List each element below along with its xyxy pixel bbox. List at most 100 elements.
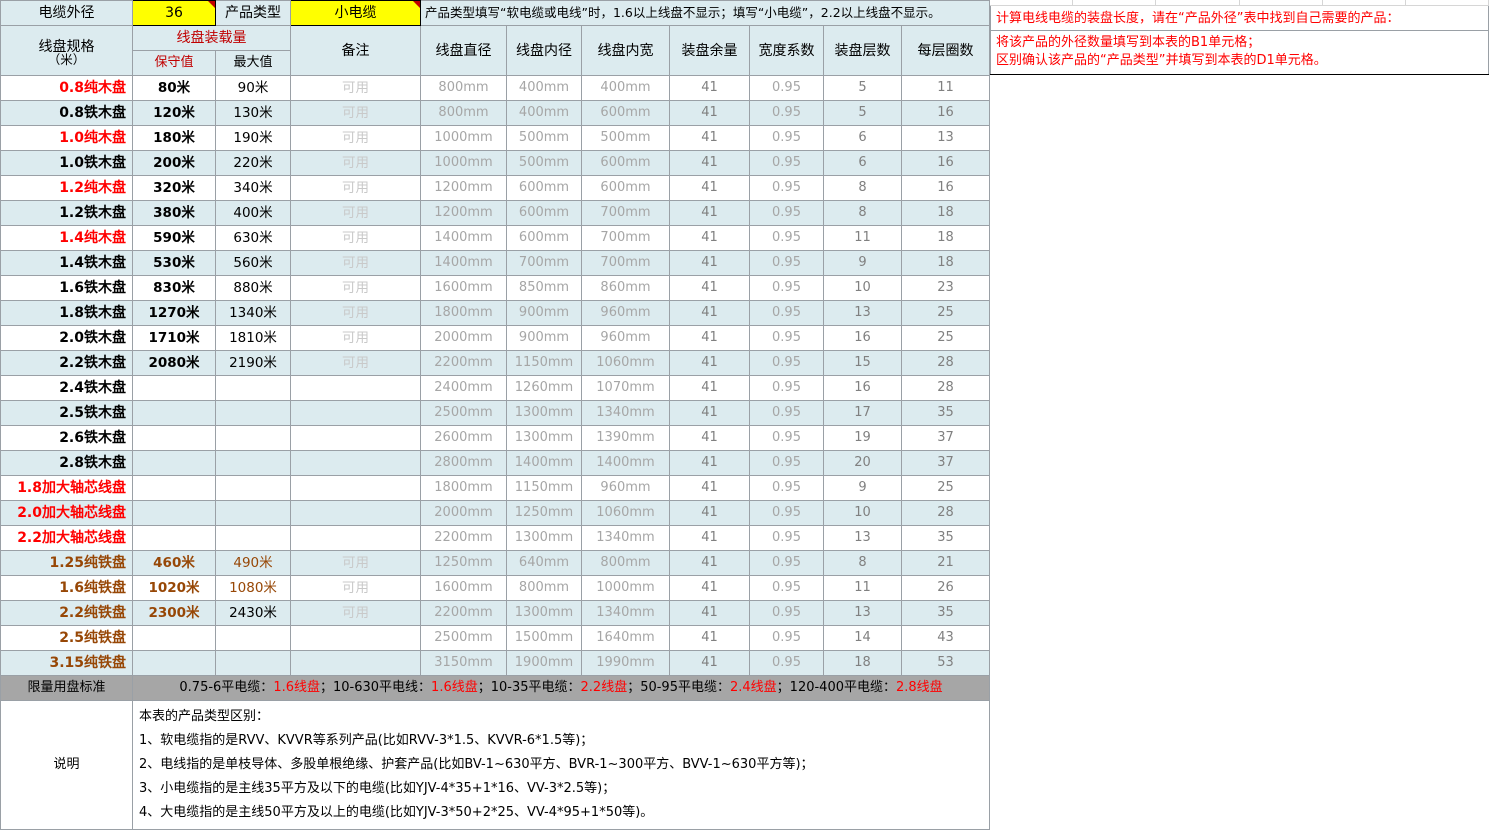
row-spec-label: 1.6铁木盘	[0, 275, 133, 301]
row-reel-inner-width: 600mm	[581, 150, 670, 176]
row-layers: 5	[823, 100, 902, 126]
row-turns: 13	[900, 125, 991, 151]
row-load-max: 2190米	[215, 350, 291, 376]
col-header-width-factor: 宽度系数	[749, 25, 824, 76]
description-line: 3、小电缆指的是主线35平方及以下的电缆(比如YJV-4*35+1*16、VV-…	[139, 781, 616, 796]
row-reel-diameter: 2200mm	[420, 600, 507, 626]
row-remark: 可用	[290, 250, 421, 276]
description-row: 说明 本表的产品类型区别： 1、软电缆指的是RVV、KVVR等系列产品(比如RVV…	[0, 700, 991, 830]
table-row: 2.4铁木盘 2400mm 1260mm 1070mm 41 0.95 16 28	[0, 375, 991, 401]
row-layers: 17	[823, 400, 902, 426]
limit-range-text: ；10-630平电线：	[320, 680, 432, 695]
row-load-conservative: 1270米	[132, 300, 216, 326]
row-reel-diameter: 1800mm	[420, 475, 507, 501]
row-load-max	[215, 375, 291, 401]
row-reel-margin: 41	[669, 550, 750, 576]
table-row: 1.4纯木盘 590米 630米 可用 1400mm 600mm 700mm 41 0.95 11…	[0, 225, 991, 251]
row-reel-inner-diameter: 600mm	[506, 200, 582, 226]
row-width-factor: 0.95	[749, 125, 824, 151]
table-row: 3.15纯铁盘 3150mm 1900mm 1990mm 41 0.95 18 53	[0, 650, 991, 676]
table-row: 1.0铁木盘 200米 220米 可用 1000mm 500mm 600mm 41 0.95 6 1…	[0, 150, 991, 176]
row-load-conservative: 1020米	[132, 575, 216, 601]
row-turns: 25	[900, 325, 991, 351]
col-header-spec: 线盘规格 （米）	[0, 25, 133, 76]
row-load-max: 1340米	[215, 300, 291, 326]
row-reel-inner-width: 1070mm	[581, 375, 670, 401]
row-load-conservative	[132, 650, 216, 676]
row-turns: 35	[900, 525, 991, 551]
row-width-factor: 0.95	[749, 475, 824, 501]
row-layers: 14	[823, 625, 902, 651]
table-row: 0.8铁木盘 120米 130米 可用 800mm 400mm 600mm 41 0.95 5 16	[0, 100, 991, 126]
row-turns: 25	[900, 300, 991, 326]
col-header-spec-title: 线盘规格	[38, 38, 95, 55]
row-load-max	[215, 400, 291, 426]
row-width-factor: 0.95	[749, 550, 824, 576]
row-reel-margin: 41	[669, 525, 750, 551]
row-reel-inner-width: 600mm	[581, 175, 670, 201]
col-header-turns: 每层圈数	[900, 25, 991, 76]
description-line: 4、大电缆指的是主线50平方及以上的电缆(比如YJV-3*50+2*25、VV-…	[139, 805, 654, 820]
row-reel-margin: 41	[669, 375, 750, 401]
limit-range-text: ；50-95平电缆：	[627, 680, 730, 695]
row-layers: 15	[823, 350, 902, 376]
table-row: 1.2铁木盘 380米 400米 可用 1200mm 600mm 700mm 41 0.95 8 1…	[0, 200, 991, 226]
row-reel-diameter: 2600mm	[420, 425, 507, 451]
limit-range-text: ；10-35平电缆：	[477, 680, 581, 695]
row-reel-inner-width: 1060mm	[581, 350, 670, 376]
row-load-max: 1080米	[215, 575, 291, 601]
row-width-factor: 0.95	[749, 500, 824, 526]
row-remark: 可用	[290, 225, 421, 251]
row-remark: 可用	[290, 325, 421, 351]
row-reel-inner-diameter: 900mm	[506, 300, 582, 326]
row-layers: 8	[823, 550, 902, 576]
row-layers: 16	[823, 375, 902, 401]
row-width-factor: 0.95	[749, 325, 824, 351]
row-reel-diameter: 2800mm	[420, 450, 507, 476]
table-row: 1.4铁木盘 530米 560米 可用 1400mm 700mm 700mm 41 0.95 9 1…	[0, 250, 991, 276]
col-header-remark: 备注	[290, 25, 421, 76]
row-reel-margin: 41	[669, 200, 750, 226]
row-remark	[290, 625, 421, 651]
row-reel-margin: 41	[669, 275, 750, 301]
table-row: 2.2纯铁盘 2300米 2430米 可用 2200mm 1300mm 1340mm 41 0.…	[0, 600, 991, 626]
row-reel-diameter: 2500mm	[420, 625, 507, 651]
row-reel-inner-diameter: 600mm	[506, 175, 582, 201]
row-reel-margin: 41	[669, 450, 750, 476]
product-type-input[interactable]: 小电缆	[290, 0, 421, 26]
row-load-max	[215, 650, 291, 676]
row-spec-label: 0.8纯木盘	[0, 75, 133, 101]
row-layers: 11	[823, 575, 902, 601]
row-load-conservative: 200米	[132, 150, 216, 176]
outer-diameter-input[interactable]: 36	[132, 0, 216, 26]
row-load-conservative: 180米	[132, 125, 216, 151]
row-layers: 13	[823, 600, 902, 626]
row-turns: 16	[900, 100, 991, 126]
row-reel-margin: 41	[669, 475, 750, 501]
row-width-factor: 0.95	[749, 625, 824, 651]
limit-standard-text: 0.75-6平电缆：1.6线盘；10-630平电线：1.6线盘；10-35平电缆…	[131, 675, 991, 701]
col-header-reel-inner-width: 线盘内宽	[581, 25, 670, 76]
row-remark: 可用	[290, 75, 421, 101]
row-layers: 8	[823, 175, 902, 201]
row-remark: 可用	[290, 575, 421, 601]
row-reel-inner-diameter: 1260mm	[506, 375, 582, 401]
limit-reel-value: 2.4线盘	[729, 680, 777, 695]
row-reel-inner-width: 1340mm	[581, 600, 670, 626]
row-reel-inner-diameter: 1300mm	[506, 400, 582, 426]
row-load-max	[215, 450, 291, 476]
row-turns: 18	[900, 250, 991, 276]
row-load-max	[215, 425, 291, 451]
row-remark: 可用	[290, 150, 421, 176]
row-reel-inner-diameter: 640mm	[506, 550, 582, 576]
outer-diameter-label: 电缆外径	[0, 0, 133, 26]
row-remark: 可用	[290, 350, 421, 376]
row-load-conservative: 120米	[132, 100, 216, 126]
ghost-grid-lines	[990, 0, 1489, 6]
row-width-factor: 0.95	[749, 200, 824, 226]
row-load-conservative	[132, 375, 216, 401]
row-reel-margin: 41	[669, 100, 750, 126]
row-spec-label: 1.4铁木盘	[0, 250, 133, 276]
row-spec-label: 1.2铁木盘	[0, 200, 133, 226]
row-turns: 18	[900, 200, 991, 226]
